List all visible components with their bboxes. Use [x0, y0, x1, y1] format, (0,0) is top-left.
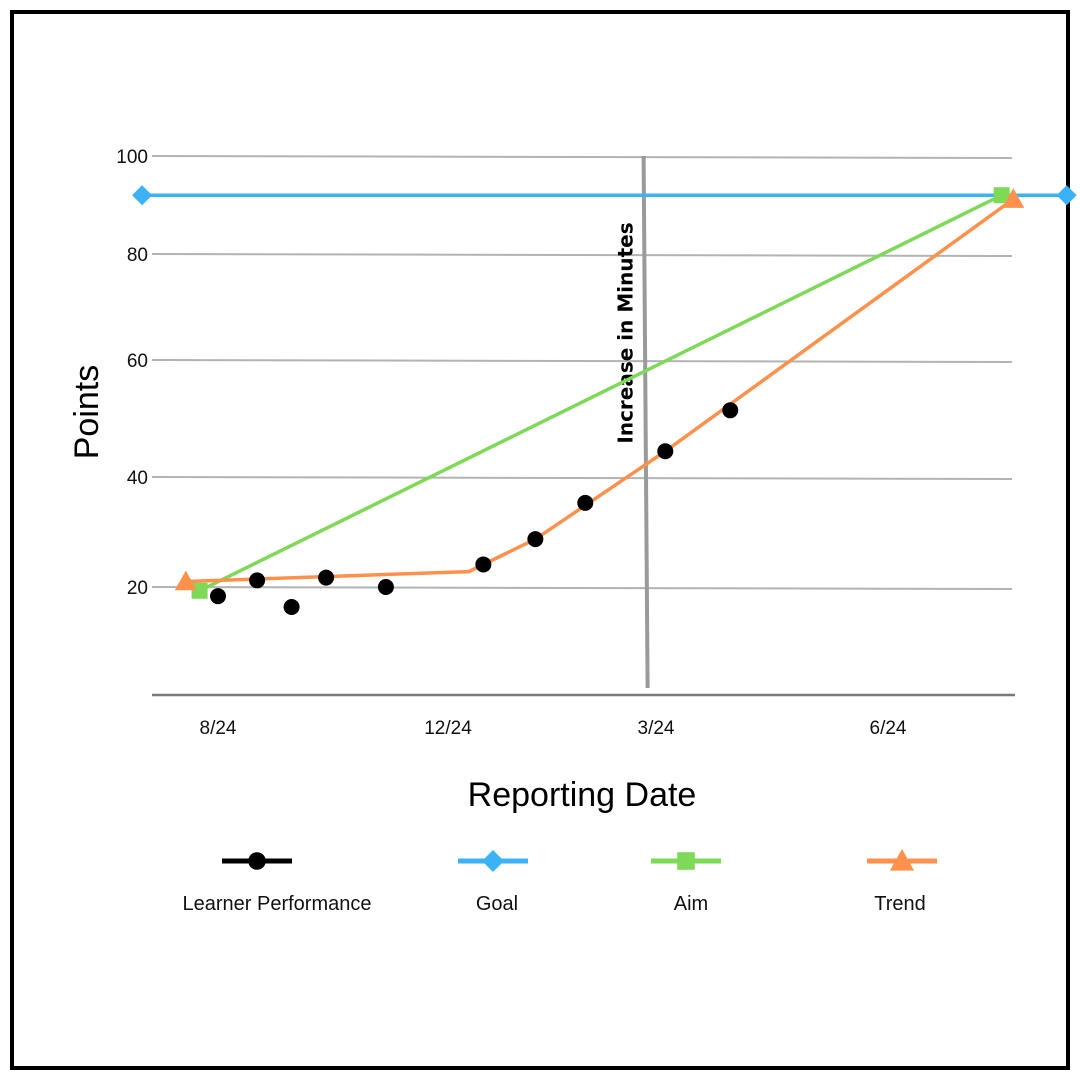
data-point-learner-performance [210, 588, 226, 605]
data-point-learner-performance [377, 579, 394, 595]
series-group [132, 185, 1077, 615]
phase-change: Increase in Minutes [614, 155, 650, 689]
series-aim [191, 187, 1010, 599]
data-point-learner-performance [722, 402, 739, 419]
legend: Learner Performance Goal Aim Trend [183, 848, 937, 915]
data-point-goal [132, 185, 153, 206]
gridline-20 [151, 586, 1013, 590]
data-point-learner-performance [475, 556, 492, 573]
grid-lines [151, 155, 1015, 697]
x-tick-label: 8/24 [200, 718, 237, 739]
y-tick-label: 100 [116, 147, 148, 168]
gridline-60 [151, 359, 1013, 363]
y-axis-title: Points [68, 365, 106, 460]
phase-change-label: Increase in Minutes [614, 222, 638, 443]
legend-item: Trend [867, 848, 937, 915]
data-point-trend [1002, 188, 1025, 208]
legend-item: Goal [458, 850, 528, 915]
y-tick-label: 20 [127, 578, 148, 599]
gridline-80 [151, 253, 1013, 257]
y-tick-label: 80 [127, 245, 148, 266]
legend-marker [677, 852, 695, 870]
legend-marker [248, 852, 266, 870]
data-point-learner-performance [657, 443, 674, 460]
gridline-100 [151, 155, 1013, 159]
legend-item: Aim [651, 852, 721, 915]
y-tick-label: 60 [127, 351, 148, 372]
data-point-aim [191, 582, 208, 599]
data-point-goal [1056, 185, 1077, 206]
data-point-learner-performance [527, 531, 544, 548]
x-axis-title: Reporting Date [468, 776, 697, 814]
legend-label: Learner Performance [183, 893, 372, 915]
x-tick-label: 12/24 [424, 718, 472, 739]
x-tick-labels: 8/24 12/24 3/24 6/24 [200, 718, 907, 739]
y-tick-labels: 20 40 60 80 100 [116, 147, 148, 599]
data-point-learner-performance [283, 598, 300, 615]
series-line-aim [198, 193, 1003, 593]
legend-label: Goal [476, 893, 518, 915]
legend-item: Learner Performance [183, 852, 372, 915]
legend-label: Aim [674, 893, 708, 915]
data-point-learner-performance [249, 572, 266, 589]
legend-marker [889, 848, 915, 871]
x-tick-label: 3/24 [638, 718, 675, 739]
series-learner-performance [210, 402, 739, 615]
legend-marker [482, 850, 504, 872]
data-point-aim [993, 187, 1010, 204]
y-tick-label: 40 [127, 468, 148, 489]
data-point-learner-performance [318, 569, 335, 586]
phase-change-line [641, 155, 650, 689]
x-tick-label: 6/24 [870, 718, 907, 739]
gridline-40 [151, 476, 1013, 480]
data-point-learner-performance [577, 494, 594, 511]
series-goal [132, 185, 1077, 206]
data-point-trend [174, 570, 197, 591]
legend-label: Trend [874, 893, 926, 915]
